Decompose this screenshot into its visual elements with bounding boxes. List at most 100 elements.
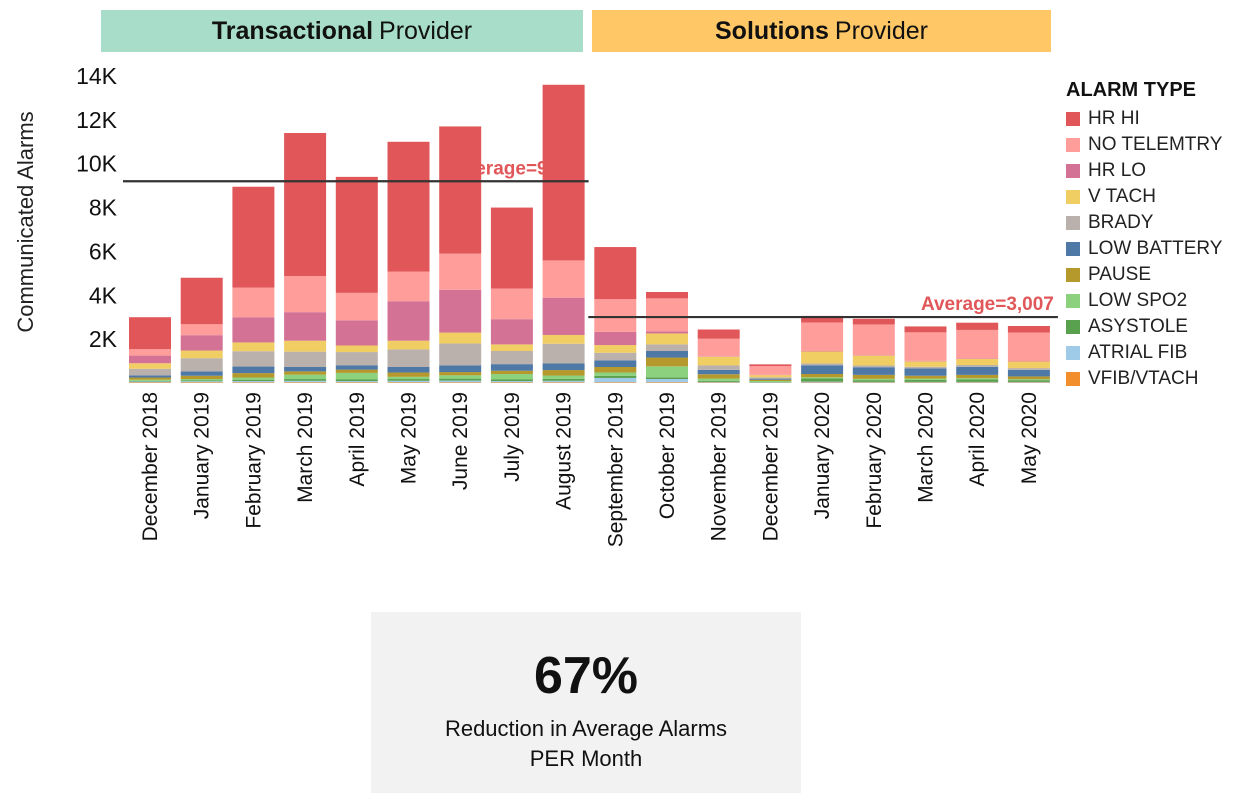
bar-segment [594, 377, 637, 383]
bar-segment [542, 297, 585, 335]
legend-item: ASYSTOLE [1066, 314, 1222, 340]
legend-swatch [1066, 346, 1080, 360]
bar-segment [749, 375, 792, 378]
bar-segment [956, 374, 999, 379]
bar-segment [1007, 381, 1050, 383]
bar-segment [439, 380, 482, 383]
bar-segment [646, 382, 688, 383]
bar-segment [801, 322, 844, 351]
bar-segment [646, 366, 688, 378]
bar-segment [232, 317, 275, 343]
bar-segment [646, 379, 688, 383]
bar-segment [801, 378, 844, 382]
bar-segment [439, 382, 482, 383]
bar-segment [594, 382, 637, 383]
bar-segment [852, 381, 895, 383]
bar-segment [542, 260, 585, 298]
transactional-provider-band: Transactional Provider [101, 10, 583, 52]
bar-segment [697, 381, 740, 383]
bar-segment [180, 382, 223, 383]
bar-segment [646, 344, 688, 351]
bar-segment [646, 333, 688, 345]
bar-segment [1007, 376, 1050, 380]
x-tick-label: January 2020 [811, 392, 834, 519]
bar-segment [439, 365, 482, 373]
bar-segment [129, 382, 171, 383]
bar-segment [956, 329, 999, 359]
bar-segment [232, 287, 275, 318]
bar-segment [387, 382, 430, 383]
bar-segment [232, 377, 275, 380]
bar-segment [542, 380, 585, 383]
bar-segment [129, 381, 171, 383]
bar-segment [284, 133, 327, 276]
solutions-provider-band: Solutions Provider [592, 10, 1051, 52]
x-tick-label: March 2020 [915, 392, 938, 503]
legend-label: HR HI [1088, 108, 1140, 129]
bar-segment [180, 350, 223, 359]
bar-segment [439, 126, 482, 254]
bar-segment [439, 343, 482, 366]
bar-segment [1007, 361, 1050, 369]
legend: ALARM TYPE HR HI NO TELEMTRY HR LO V TACH BR… [1066, 79, 1222, 392]
bar-segment [232, 373, 275, 378]
x-tick-label: May 2020 [1018, 392, 1041, 484]
bar-segment [852, 378, 895, 381]
bar-segment [956, 379, 999, 382]
bar-segment [852, 367, 895, 375]
legend-item: V TACH [1066, 184, 1222, 210]
bar-segment [439, 372, 482, 376]
x-tick-label: December 2019 [759, 392, 782, 541]
bar-segment [490, 288, 533, 320]
bar-segment [542, 334, 585, 344]
bar-segment [129, 349, 171, 356]
summary-label-line2: PER Month [529, 746, 643, 771]
bar-segment [904, 366, 947, 369]
bar-segment [335, 369, 378, 373]
bar-segment [749, 381, 792, 383]
bar-segment [852, 380, 895, 382]
bar-segment [335, 381, 378, 383]
legend-swatch [1066, 138, 1080, 152]
bar-segment [129, 368, 171, 376]
bar-segment [852, 374, 895, 379]
legend-swatch [1066, 294, 1080, 308]
bar-segment [542, 370, 585, 376]
bar-segment [956, 381, 999, 383]
bar-segment [904, 379, 947, 382]
x-tick-label: February 2020 [863, 392, 886, 529]
x-tick-label: July 2019 [501, 392, 524, 482]
bar-segment [490, 381, 533, 383]
bar-segment [1007, 325, 1050, 333]
x-tick-label: March 2019 [294, 392, 317, 503]
bar-segment [387, 349, 430, 367]
x-tick-label: October 2019 [656, 392, 679, 519]
bar-segment [1007, 379, 1050, 381]
bar-segment [439, 289, 482, 333]
bar-segment [697, 369, 740, 375]
bar-segment [180, 375, 223, 380]
legend-title: ALARM TYPE [1066, 79, 1196, 101]
bar-segment [956, 358, 999, 366]
bar-segment [801, 351, 844, 364]
bar-segment [1007, 380, 1050, 382]
x-tick-label: February 2019 [242, 392, 265, 529]
bar-segment [542, 84, 585, 261]
bar-segment [956, 378, 999, 380]
bar-segment [852, 365, 895, 368]
bar-segment [335, 345, 378, 353]
bar-segment [387, 380, 430, 383]
bar-segment [594, 345, 637, 353]
bar-segment [180, 277, 223, 325]
bar-segment [904, 381, 947, 383]
bar-segment [180, 380, 223, 382]
bar-segment [490, 382, 533, 383]
bar-segment [284, 380, 327, 383]
legend-swatch [1066, 320, 1080, 334]
legend-item: BRADY [1066, 210, 1222, 236]
bar-segment [852, 355, 895, 366]
bar-segment [284, 371, 327, 375]
legend-item: ATRIAL FIB [1066, 340, 1222, 366]
bar-segment [490, 370, 533, 375]
legend-item: LOW SPO2 [1066, 288, 1222, 314]
